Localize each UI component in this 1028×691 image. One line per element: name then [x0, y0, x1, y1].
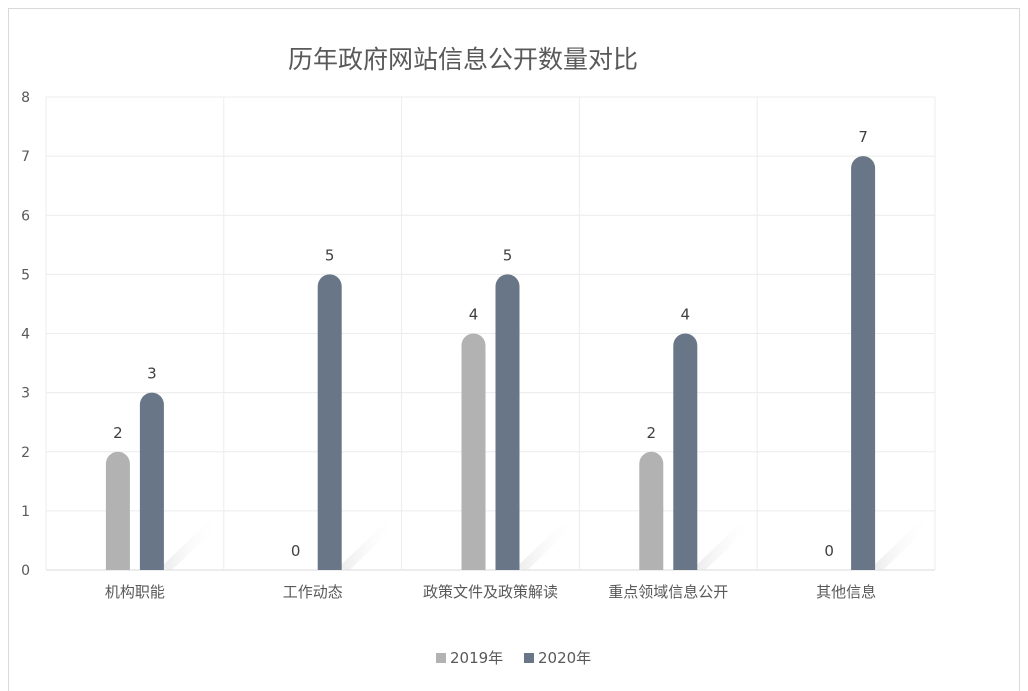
data-label: 4: [469, 306, 479, 324]
y-tick-label: 1: [21, 504, 30, 520]
x-tick-label: 政策文件及政策解读: [423, 583, 558, 601]
y-tick-label: 8: [21, 90, 30, 106]
legend-label: 2020年: [538, 649, 591, 667]
bar-shadow: [515, 522, 576, 570]
bar-2020年-政策文件及政策解读: [495, 274, 520, 570]
data-label: 0: [291, 542, 301, 560]
data-label: 5: [325, 246, 335, 264]
y-axis: 0 1 2 3 4 5 6 7 8: [21, 90, 30, 579]
bar-shadow: [871, 522, 932, 570]
bar-2019年-机构职能: [105, 451, 130, 570]
legend-swatch: [436, 653, 446, 663]
y-tick-label: 6: [21, 208, 30, 224]
y-tick-label: 0: [21, 563, 30, 579]
bar-shadows: [159, 522, 932, 570]
x-tick-label: 重点领域信息公开: [608, 583, 728, 601]
data-labels: 2 3 0 5 4 5 2 4 0 7: [113, 128, 868, 560]
bar-shadow: [693, 522, 754, 570]
x-tick-label: 其他信息: [816, 583, 876, 601]
y-tick-label: 2: [21, 445, 30, 461]
chart-title: 历年政府网站信息公开数量对比: [288, 45, 638, 74]
x-axis: 机构职能 工作动态 政策文件及政策解读 重点领域信息公开 其他信息: [105, 583, 876, 601]
data-label: 5: [503, 246, 513, 264]
y-tick-label: 7: [21, 149, 30, 165]
y-tick-label: 3: [21, 386, 30, 402]
data-label: 3: [147, 365, 157, 383]
legend-label: 2019年: [450, 649, 503, 667]
y-tick-label: 5: [21, 267, 30, 283]
bar-2019年-重点领域信息公开: [639, 451, 664, 570]
bar-shadow: [159, 522, 220, 570]
legend: 2019年 2020年: [436, 649, 591, 667]
bar-2020年-机构职能: [139, 392, 164, 570]
x-tick-label: 工作动态: [283, 583, 343, 601]
gridlines: [45, 96, 936, 571]
data-label: 4: [681, 306, 691, 324]
data-label: 0: [824, 542, 834, 560]
bar-2019年-政策文件及政策解读: [461, 333, 486, 570]
bar-shadow: [337, 522, 398, 570]
bar-2020年-其他信息: [851, 156, 876, 570]
y-tick-label: 4: [21, 327, 30, 343]
x-tick-label: 机构职能: [105, 583, 165, 601]
data-label: 2: [647, 424, 657, 442]
bars: [105, 156, 876, 570]
data-label: 7: [858, 128, 868, 146]
data-label: 2: [113, 424, 123, 442]
legend-swatch: [524, 653, 534, 663]
bar-2020年-重点领域信息公开: [673, 333, 698, 570]
bar-2020年-工作动态: [317, 274, 342, 570]
